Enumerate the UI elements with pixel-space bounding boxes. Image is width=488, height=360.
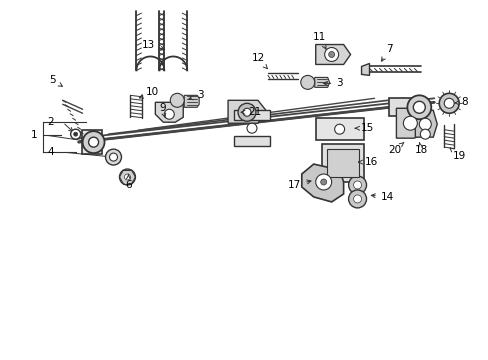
Polygon shape [314,77,329,87]
Circle shape [105,149,121,165]
Circle shape [328,51,334,58]
Circle shape [300,75,314,89]
Circle shape [348,190,366,208]
Bar [321,144,363,182]
Polygon shape [414,110,436,137]
Text: 12: 12 [251,54,267,69]
Bar [234,110,269,120]
Circle shape [164,109,174,119]
Circle shape [119,169,135,185]
Polygon shape [227,100,265,123]
Polygon shape [396,108,424,138]
Text: 20: 20 [387,143,403,155]
Text: 11: 11 [312,32,325,49]
Polygon shape [361,63,369,75]
Circle shape [403,116,416,130]
Text: 13: 13 [142,40,164,50]
Text: 18: 18 [414,142,427,155]
Text: 4: 4 [47,147,54,157]
Text: 6: 6 [125,174,131,190]
Circle shape [353,195,361,203]
Text: 16: 16 [358,157,377,167]
Text: 2: 2 [47,117,54,127]
Text: 5: 5 [49,75,62,86]
Polygon shape [155,102,183,122]
Circle shape [419,118,430,130]
Text: 7: 7 [381,44,392,61]
Bar [315,118,363,140]
Text: 10: 10 [139,87,159,98]
Polygon shape [301,164,343,202]
Bar [326,149,358,177]
Circle shape [238,103,255,121]
Text: 19: 19 [449,148,465,161]
Circle shape [246,123,256,133]
Text: 9: 9 [159,103,165,117]
Bar [234,136,269,146]
Polygon shape [184,95,199,107]
Text: 17: 17 [287,180,310,190]
Circle shape [443,98,453,108]
Circle shape [348,176,366,194]
Circle shape [324,48,338,62]
Circle shape [315,174,331,190]
Circle shape [82,131,104,153]
Circle shape [407,95,430,119]
Circle shape [88,137,99,147]
Circle shape [412,101,425,113]
Circle shape [420,129,429,139]
Circle shape [438,93,458,113]
Circle shape [353,181,361,189]
Text: 1: 1 [30,130,37,140]
Text: 3: 3 [188,90,203,100]
Polygon shape [315,45,350,64]
Circle shape [170,93,184,107]
Bar [81,130,102,154]
Circle shape [243,108,250,116]
Circle shape [109,153,117,161]
Text: 21: 21 [241,107,261,117]
Text: 8: 8 [454,97,467,107]
Bar [388,98,424,116]
Circle shape [71,129,81,139]
Text: 15: 15 [354,123,373,133]
Circle shape [320,179,326,185]
Text: 3: 3 [323,78,342,88]
Text: 14: 14 [370,192,393,202]
Circle shape [74,132,78,136]
Circle shape [124,174,130,180]
Circle shape [334,124,344,134]
